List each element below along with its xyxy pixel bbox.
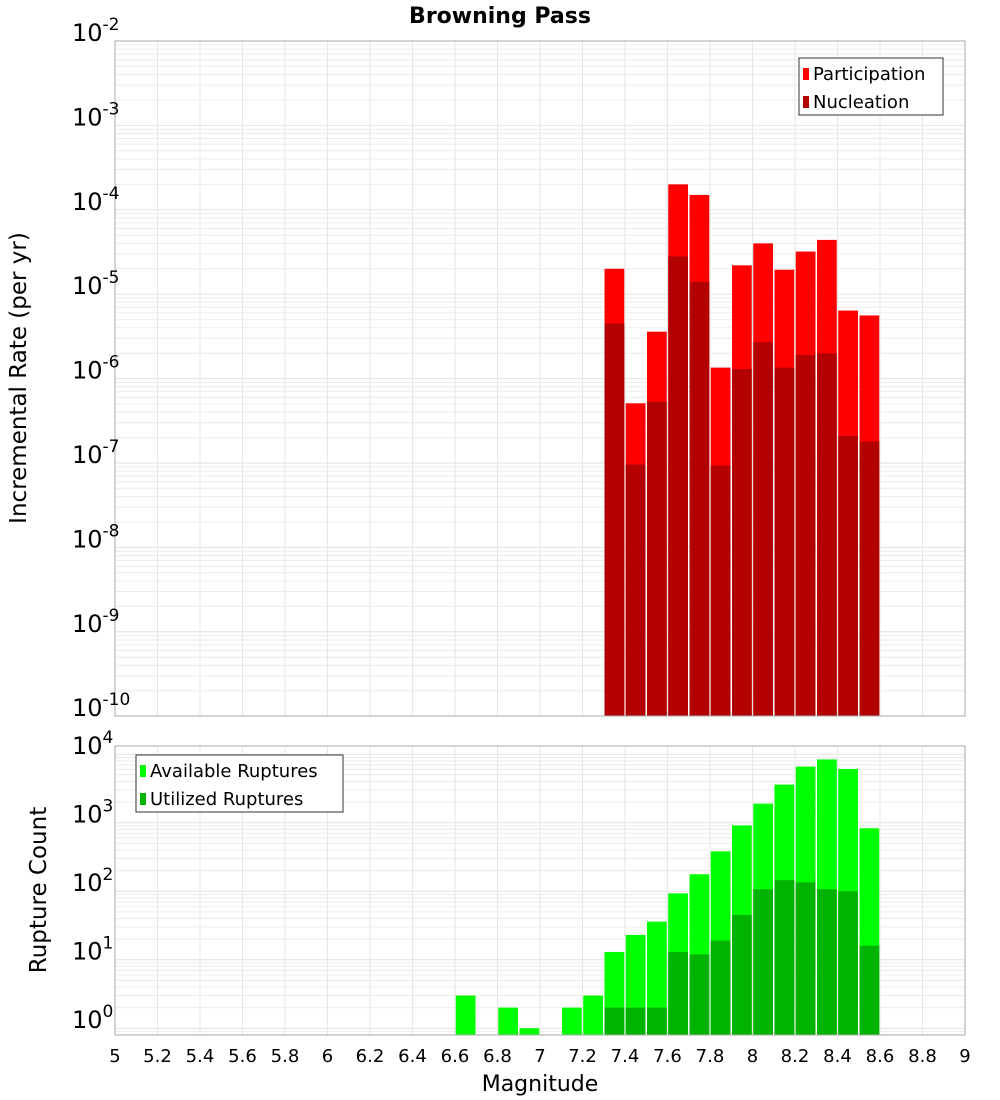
top-bar-nucleation bbox=[625, 464, 646, 716]
top-bar-nucleation bbox=[753, 342, 773, 716]
x-tick-label: 5 bbox=[109, 1046, 120, 1067]
bottom-legend-label: Available Ruptures bbox=[150, 761, 318, 782]
top-y-tick-label: 10-7 bbox=[72, 437, 120, 469]
x-tick-label: 7.2 bbox=[568, 1046, 597, 1067]
bottom-bar-available-ruptures bbox=[647, 921, 667, 1035]
bottom-y-tick-label: 101 bbox=[72, 934, 113, 966]
bottom-bar-available-ruptures bbox=[519, 1028, 540, 1035]
x-tick-label: 6.6 bbox=[441, 1046, 470, 1067]
top-legend-label: Nucleation bbox=[813, 92, 909, 113]
chart-title: Browning Pass bbox=[409, 4, 591, 29]
top-legend-swatch bbox=[803, 68, 809, 80]
top-bar-nucleation bbox=[795, 355, 816, 716]
bottom-y-axis-label: Rupture Count bbox=[26, 807, 52, 973]
x-tick-label: 5.2 bbox=[143, 1046, 172, 1067]
top-y-tick-label: 10-5 bbox=[72, 268, 120, 300]
top-legend-swatch bbox=[803, 96, 809, 108]
top-y-tick-label: 10-2 bbox=[72, 15, 120, 47]
bottom-bar-utilized-ruptures bbox=[668, 951, 688, 1035]
x-axis-label: Magnitude bbox=[482, 1072, 599, 1097]
top-bar-nucleation bbox=[647, 401, 667, 716]
top-bar-nucleation bbox=[668, 256, 688, 716]
bottom-bar-available-ruptures bbox=[455, 995, 476, 1035]
top-bar-nucleation bbox=[774, 367, 795, 716]
bottom-bar-available-ruptures bbox=[583, 995, 603, 1035]
top-y-tick-label: 10-4 bbox=[72, 184, 120, 216]
top-y-tick-label: 10-8 bbox=[72, 521, 120, 553]
bottom-bar-utilized-ruptures bbox=[753, 889, 773, 1035]
bottom-bar-utilized-ruptures bbox=[859, 945, 880, 1035]
top-y-tick-label: 10-3 bbox=[72, 99, 120, 131]
bottom-bar-utilized-ruptures bbox=[838, 891, 858, 1035]
top-legend-label: Participation bbox=[813, 64, 925, 85]
bottom-bar-utilized-ruptures bbox=[625, 1007, 646, 1035]
bottom-y-tick-label: 104 bbox=[72, 728, 113, 760]
x-tick-label: 8.8 bbox=[908, 1046, 937, 1067]
top-y-axis-label: Incremental Rate (per yr) bbox=[6, 232, 32, 524]
x-tick-label: 6.4 bbox=[398, 1046, 427, 1067]
bottom-bar-utilized-ruptures bbox=[689, 954, 710, 1035]
bottom-legend-label: Utilized Ruptures bbox=[150, 789, 303, 810]
x-tick-label: 5.4 bbox=[186, 1046, 215, 1067]
x-tick-label: 5.6 bbox=[228, 1046, 257, 1067]
bottom-bar-available-ruptures bbox=[562, 1007, 582, 1035]
bottom-bar-utilized-ruptures bbox=[817, 889, 837, 1035]
bottom-y-tick-label: 102 bbox=[72, 865, 113, 897]
bottom-bar-available-ruptures bbox=[498, 1007, 518, 1035]
x-tick-label: 8.4 bbox=[823, 1046, 852, 1067]
bottom-bar-utilized-ruptures bbox=[604, 1007, 625, 1035]
x-tick-label: 7.6 bbox=[653, 1046, 682, 1067]
x-tick-label: 6.2 bbox=[356, 1046, 385, 1067]
x-tick-label: 8 bbox=[747, 1046, 758, 1067]
bottom-bar-utilized-ruptures bbox=[795, 882, 816, 1035]
top-bar-nucleation bbox=[859, 441, 880, 716]
x-tick-label: 7 bbox=[534, 1046, 545, 1067]
top-plot-border bbox=[114, 40, 966, 717]
x-tick-label: 7.8 bbox=[696, 1046, 725, 1067]
bottom-legend-swatch bbox=[140, 765, 146, 777]
x-tick-label: 6.8 bbox=[483, 1046, 512, 1067]
top-bar-nucleation bbox=[689, 281, 710, 716]
x-tick-label: 8.2 bbox=[781, 1046, 810, 1067]
top-bar-nucleation bbox=[838, 435, 858, 716]
x-tick-label: 6 bbox=[322, 1046, 333, 1067]
top-y-tick-label: 10-6 bbox=[72, 353, 120, 385]
bottom-legend bbox=[135, 754, 344, 813]
top-y-tick-label: 10-9 bbox=[72, 606, 120, 638]
bottom-bar-utilized-ruptures bbox=[774, 880, 795, 1035]
bottom-bar-utilized-ruptures bbox=[647, 1007, 667, 1035]
top-y-tick-label: 10-10 bbox=[72, 690, 130, 722]
x-tick-label: 7.4 bbox=[611, 1046, 640, 1067]
bottom-y-tick-label: 100 bbox=[72, 1002, 113, 1034]
top-bar-nucleation bbox=[732, 368, 752, 716]
bottom-y-tick-label: 103 bbox=[72, 797, 113, 829]
bottom-plot-border bbox=[114, 745, 966, 1036]
x-tick-label: 5.8 bbox=[271, 1046, 300, 1067]
bottom-bar-utilized-ruptures bbox=[732, 914, 752, 1035]
top-bar-nucleation bbox=[817, 353, 837, 716]
top-bar-nucleation bbox=[604, 323, 625, 716]
top-legend bbox=[798, 57, 944, 116]
top-bar-nucleation bbox=[710, 465, 731, 716]
bottom-legend-swatch bbox=[140, 793, 146, 805]
x-tick-label: 8.6 bbox=[866, 1046, 895, 1067]
x-tick-label: 9 bbox=[959, 1046, 970, 1067]
bottom-bar-utilized-ruptures bbox=[710, 940, 731, 1035]
